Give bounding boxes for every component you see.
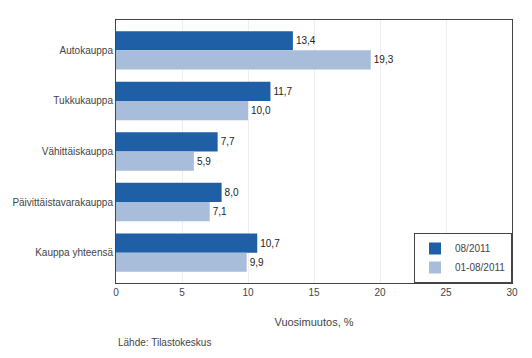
svg-text:9,9: 9,9 xyxy=(250,257,264,268)
svg-text:10: 10 xyxy=(242,287,254,298)
svg-text:13,4: 13,4 xyxy=(296,35,316,46)
svg-text:19,3: 19,3 xyxy=(374,54,394,65)
svg-text:Lähde: Tilastokeskus: Lähde: Tilastokeskus xyxy=(118,337,211,348)
svg-text:7,1: 7,1 xyxy=(213,206,227,217)
svg-text:0: 0 xyxy=(113,287,119,298)
svg-text:08/2011: 08/2011 xyxy=(455,243,491,254)
svg-text:10,0: 10,0 xyxy=(251,105,271,116)
svg-text:Vuosimuutos, %: Vuosimuutos, % xyxy=(274,316,353,328)
svg-text:5: 5 xyxy=(179,287,185,298)
svg-text:10,7: 10,7 xyxy=(260,238,280,249)
svg-text:Vähittäiskauppa: Vähittäiskauppa xyxy=(42,146,114,157)
svg-text:7,7: 7,7 xyxy=(221,136,235,147)
svg-text:Tukkukauppa: Tukkukauppa xyxy=(53,95,113,106)
svg-text:20: 20 xyxy=(374,287,386,298)
svg-text:Päivittäistavarakauppa: Päivittäistavarakauppa xyxy=(12,197,113,208)
svg-text:30: 30 xyxy=(506,287,518,298)
svg-text:11,7: 11,7 xyxy=(273,86,292,97)
svg-text:Autokauppa: Autokauppa xyxy=(60,45,114,56)
svg-text:Kauppa yhteensä: Kauppa yhteensä xyxy=(35,247,113,258)
svg-text:5,9: 5,9 xyxy=(197,156,211,167)
svg-text:01-08/2011: 01-08/2011 xyxy=(455,262,505,273)
svg-text:15: 15 xyxy=(308,287,320,298)
svg-text:8,0: 8,0 xyxy=(225,187,239,198)
svg-text:25: 25 xyxy=(440,287,452,298)
